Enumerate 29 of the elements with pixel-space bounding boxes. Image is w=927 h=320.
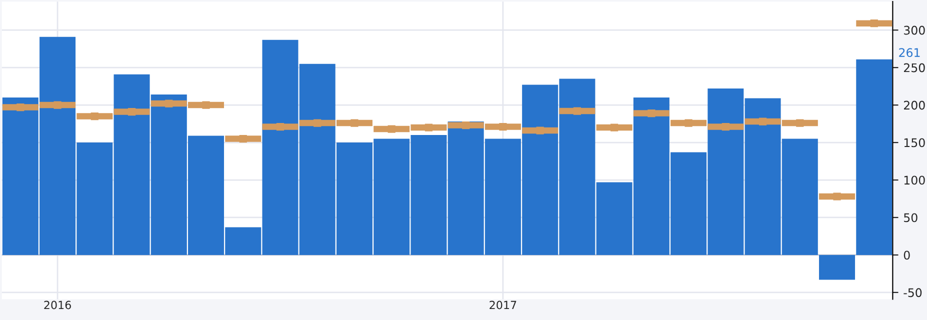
- y-tick-label: -50: [904, 288, 922, 298]
- point: [276, 122, 284, 131]
- bar: [856, 59, 892, 255]
- point: [573, 107, 581, 115]
- y-tick-label: 250: [904, 63, 925, 72]
- point: [722, 122, 730, 131]
- point: [870, 20, 878, 28]
- x-tick-label: 2016: [44, 300, 71, 310]
- point: [239, 134, 247, 143]
- point: [833, 192, 841, 200]
- y-tick-label: 300: [904, 26, 925, 35]
- x-tick-label: 2017: [490, 300, 516, 310]
- bar: [819, 254, 856, 280]
- text: 261: [899, 48, 920, 58]
- point: [16, 103, 24, 112]
- point: [165, 100, 173, 108]
- y-tick-label: 0: [904, 250, 910, 260]
- point: [128, 108, 136, 116]
- point: [610, 124, 618, 132]
- point: [314, 119, 322, 127]
- point: [462, 121, 470, 130]
- y-tick-label: 150: [904, 138, 925, 148]
- y-tick-label: 50: [904, 213, 918, 222]
- y-tick-label: 100: [904, 176, 925, 185]
- point: [758, 118, 767, 126]
- y-tick-label: 200: [904, 100, 925, 110]
- point: [54, 101, 62, 109]
- point: [648, 109, 656, 118]
- point: [536, 126, 544, 134]
